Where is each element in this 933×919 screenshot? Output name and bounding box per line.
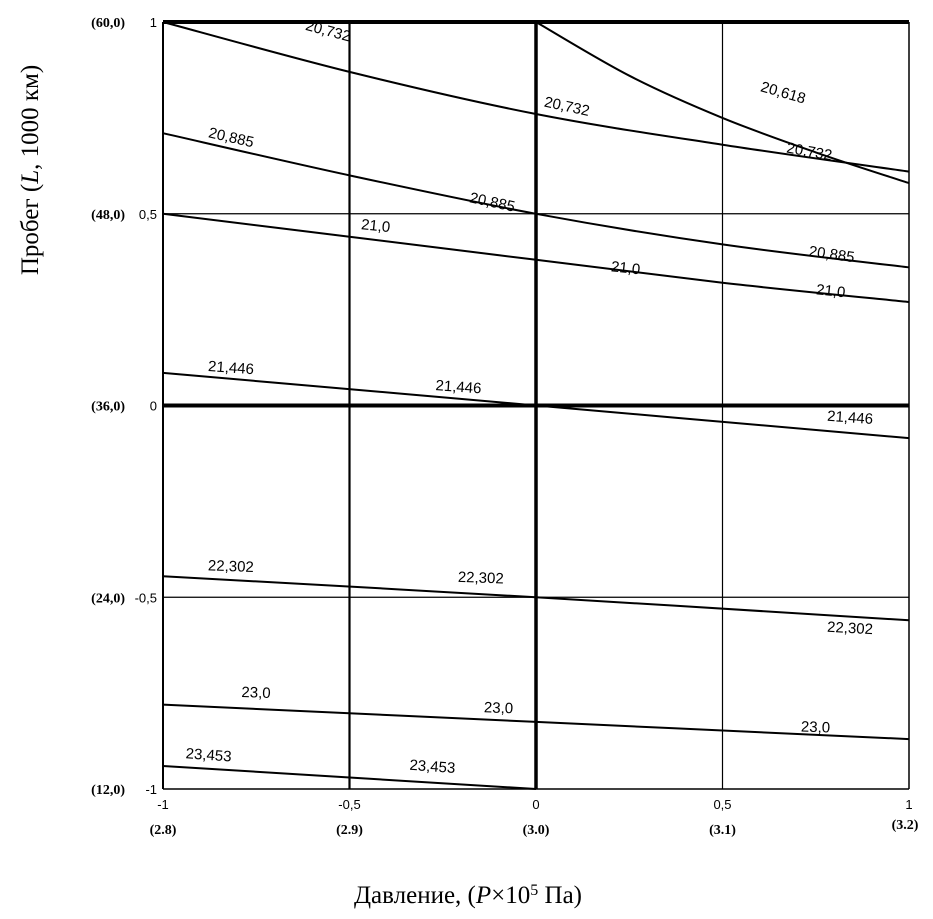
contour-value-label: 22,302 <box>827 619 874 638</box>
y-tick-label: 0 <box>150 399 157 414</box>
contour-value-label: 23,0 <box>801 719 831 737</box>
x-axis-title-var: P <box>475 882 491 909</box>
contour-value-label: 21,446 <box>827 408 874 428</box>
contour-value-label: 20,618 <box>759 79 808 108</box>
x-tick-label: 0,5 <box>713 797 731 812</box>
y-tick-label: 0,5 <box>139 207 157 222</box>
y-tick-natural-label: (12,0) <box>91 783 125 798</box>
y-tick-natural-label: (60,0) <box>91 16 125 31</box>
contour-value-label: 23,0 <box>484 699 514 717</box>
x-tick-natural-label: (3.2) <box>892 818 919 833</box>
contour-value-label: 20,885 <box>468 189 516 215</box>
contour-lines <box>162 21 910 790</box>
contour-value-label: 21,0 <box>360 216 391 236</box>
x-tick-label: 1 <box>905 797 912 812</box>
x-axis-title-times: ×10 <box>491 882 530 909</box>
x-tick-label: -0,5 <box>338 797 360 812</box>
y-tick-natural-label: (24,0) <box>91 591 125 606</box>
x-tick-label: -1 <box>157 797 169 812</box>
contour-value-label: 21,0 <box>610 258 641 278</box>
y-tick-label: -0,5 <box>135 590 157 605</box>
contour-value-label: 21,446 <box>435 377 482 397</box>
y-axis-title-prefix: Пробег ( <box>17 184 44 275</box>
contour-line <box>162 703 910 741</box>
contour-value-label: 20,885 <box>207 124 256 151</box>
contour-line <box>162 21 910 173</box>
contour-value-label: 22,302 <box>458 569 504 588</box>
contour-value-label: 23,453 <box>409 757 456 777</box>
contour-line <box>162 371 910 440</box>
contour-line <box>162 132 910 269</box>
contour-line <box>162 765 537 790</box>
contour-value-label: 23,0 <box>241 684 271 702</box>
contour-value-label: 23,453 <box>185 745 232 765</box>
y-axis-title-suffix: , 1000 км) <box>17 65 44 170</box>
contour-value-label: 22,302 <box>208 557 254 576</box>
y-axis-title: Пробег (L, 1000 км) <box>17 65 44 275</box>
x-axis-title-sup: 5 <box>530 882 538 899</box>
x-tick-natural-label: (3.0) <box>523 823 550 838</box>
contour-labels: 20,61820,73220,73220,73220,88520,88520,8… <box>185 17 873 777</box>
contour-line <box>162 575 910 622</box>
x-tick-natural-label: (3.1) <box>709 823 736 838</box>
contour-value-label: 20,732 <box>785 140 833 165</box>
y-tick-label: 1 <box>150 15 157 30</box>
x-axis-title-unit: Па) <box>538 882 582 909</box>
contour-value-label: 21,446 <box>208 358 255 378</box>
x-tick-label: 0 <box>532 797 539 812</box>
contour-value-label: 20,885 <box>808 243 856 266</box>
x-axis-title-prefix: Давление, ( <box>354 882 476 909</box>
y-tick-natural-label: (48,0) <box>91 208 125 223</box>
x-tick-natural-label: (2.9) <box>336 823 363 838</box>
y-axis-title-var: L <box>17 170 44 185</box>
tick-labels: 1 (60,0) 0,5 (48,0) 0 (36,0) -0,5 (24,0) -1 (12,0… <box>91 15 919 838</box>
x-tick-natural-label: (2.8) <box>150 823 177 838</box>
contour-value-label: 21,0 <box>815 281 846 301</box>
y-tick-label: -1 <box>145 782 157 797</box>
x-axis-title: Давление, (P×105 Па) <box>354 882 582 910</box>
y-tick-natural-label: (36,0) <box>91 400 125 415</box>
contour-line <box>162 212 910 303</box>
